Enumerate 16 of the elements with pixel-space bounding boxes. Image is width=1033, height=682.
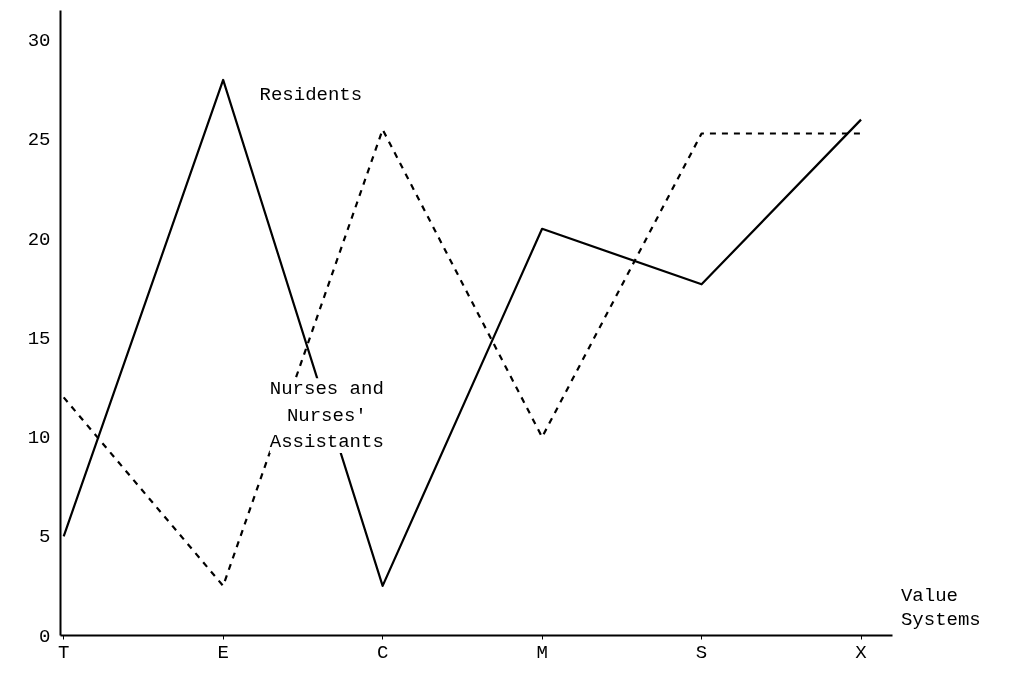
y-tick-label: 25 xyxy=(27,129,51,152)
y-tick-label: 30 xyxy=(27,30,51,53)
x-tick-label: S xyxy=(695,641,708,664)
x-tick-label: M xyxy=(536,641,548,664)
x-axis-title: Value Systems xyxy=(900,585,981,632)
y-tick-label: 15 xyxy=(27,327,51,350)
y-tick-label: 5 xyxy=(39,526,51,549)
y-tick-label: 20 xyxy=(27,228,51,251)
series-label: Residents xyxy=(259,83,363,106)
x-tick-label: C xyxy=(376,641,389,664)
y-tick-label: 0 xyxy=(39,625,51,648)
x-tick-label: X xyxy=(855,641,868,664)
y-tick-label: 10 xyxy=(27,427,51,450)
x-tick-label: T xyxy=(57,641,70,664)
series-label: Nurses and Nurses' Assistants xyxy=(269,378,384,453)
x-tick-label: E xyxy=(217,641,229,664)
